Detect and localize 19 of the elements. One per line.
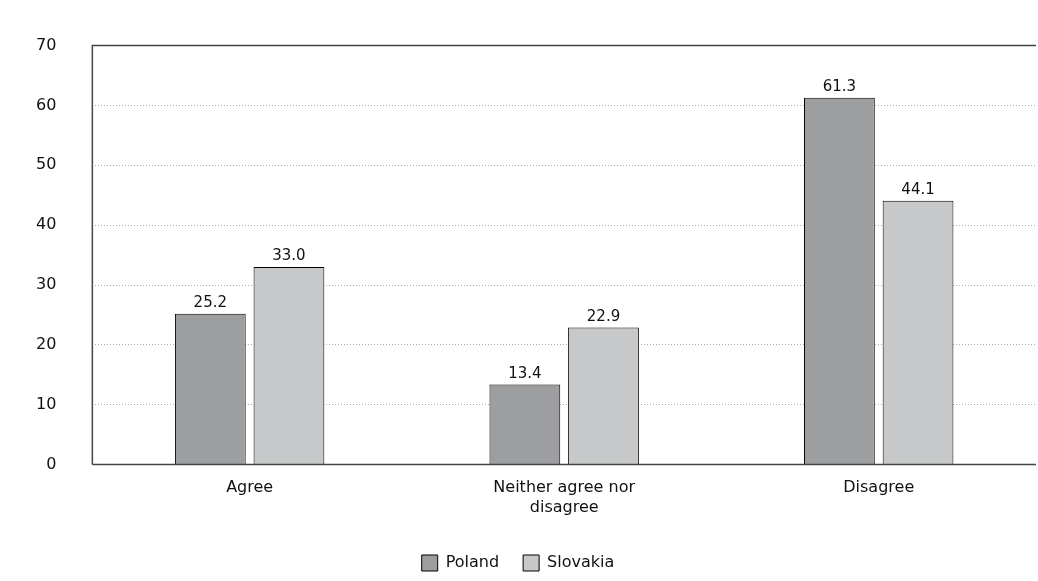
data-label: 44.1	[901, 180, 935, 199]
y-tick-label: 40	[36, 214, 57, 234]
data-label: 13.4	[508, 363, 542, 382]
y-tick-label: 60	[36, 94, 57, 114]
legend-label: Poland	[445, 552, 500, 572]
y-tick-label: 70	[36, 34, 57, 54]
y-tick-label: 20	[36, 334, 57, 354]
data-label: 22.9	[586, 306, 621, 325]
data-label: 33.0	[272, 246, 306, 265]
x-tick-label: Disagree	[843, 477, 915, 497]
x-tick-label: Agree	[226, 477, 274, 497]
x-tick-label: Neither agree nor disagree	[493, 477, 636, 516]
y-tick-label: 50	[36, 154, 57, 174]
y-tick-label: 0	[46, 453, 57, 473]
legend-label: Slovakia	[547, 552, 615, 572]
y-tick-label: 10	[36, 393, 57, 413]
data-label: 25.2	[193, 293, 228, 312]
y-tick-label: 30	[36, 274, 57, 294]
data-label: 61.3	[822, 77, 857, 96]
